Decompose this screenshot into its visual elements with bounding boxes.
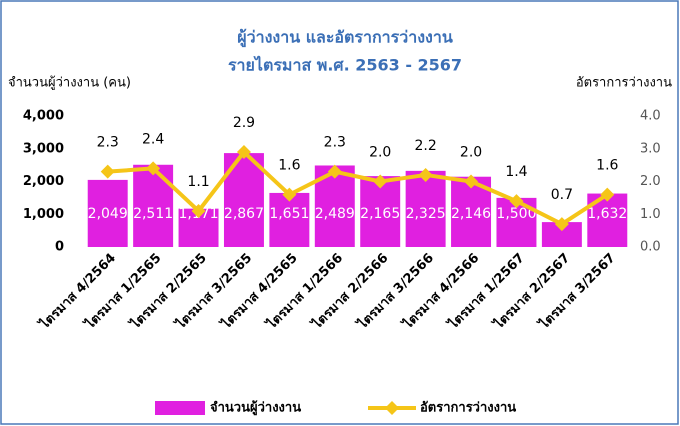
- line-marker: [191, 203, 206, 218]
- line-value-label: 1.1: [187, 174, 209, 190]
- line-value-label: 2.3: [97, 135, 119, 151]
- bar-value-label: 2,489: [315, 206, 355, 222]
- y-tick-label: 3,000: [23, 141, 64, 156]
- line-value-label: 2.0: [369, 145, 391, 161]
- line-marker: [282, 187, 297, 202]
- bar: [405, 170, 446, 247]
- legend-label: จำนวนผู้ว่างงาน: [210, 400, 301, 416]
- y2-tick-label: 2.0: [640, 174, 661, 189]
- line-marker: [236, 145, 251, 160]
- line-marker: [600, 187, 615, 202]
- bar-value-label: 1,500: [496, 206, 536, 222]
- line-marker: [464, 174, 479, 189]
- y-tick-label: 1,000: [23, 207, 64, 222]
- line-marker: [509, 194, 524, 209]
- bar-value-label: 2,511: [133, 206, 173, 222]
- line-value-label: 0.7: [551, 187, 573, 203]
- y-axis-label: จำนวนผู้ว่างงาน (คน): [8, 76, 131, 91]
- line-marker: [327, 164, 342, 179]
- line: [107, 150, 609, 227]
- legend-label: อัตราการว่างงาน: [420, 401, 516, 416]
- y2-axis-label: อัตราการว่างงาน: [576, 76, 672, 91]
- line-marker: [146, 161, 161, 176]
- legend-swatch: [155, 401, 205, 415]
- line-value-label: 2.0: [460, 145, 482, 161]
- bar-value-label: 2,049: [88, 206, 128, 222]
- y2-tick-label: 0.0: [640, 240, 661, 255]
- legend-marker: [385, 401, 399, 415]
- bar-value-label: 1,632: [587, 206, 627, 222]
- line-value-label: 2.3: [324, 135, 346, 151]
- bar: [269, 192, 310, 247]
- chart-title: ผู้ว่างงาน และอัตราการว่างงาน: [237, 28, 453, 49]
- y-tick-label: 4,000: [23, 109, 64, 124]
- line-value-label: 2.2: [414, 138, 436, 154]
- line-marker: [554, 217, 569, 232]
- line-value-label: 1.4: [505, 164, 527, 180]
- bar-value-label: 1,651: [269, 206, 309, 222]
- y2-tick-label: 3.0: [640, 141, 661, 156]
- line-value-label: 2.4: [142, 131, 164, 147]
- bar: [87, 179, 128, 247]
- bar-value-label: 2,165: [360, 206, 400, 222]
- y-tick-label: 2,000: [23, 174, 64, 189]
- bar-value-label: 2,867: [224, 206, 264, 222]
- line-value-label: 2.9: [233, 115, 255, 131]
- y-tick-label: 0: [55, 240, 64, 255]
- line-marker: [373, 174, 388, 189]
- line-marker: [100, 164, 115, 179]
- bar-value-label: 2,146: [451, 206, 491, 222]
- line-marker: [418, 167, 433, 182]
- bar-value-label: 2,325: [406, 206, 446, 222]
- y2-tick-label: 1.0: [640, 207, 661, 222]
- y2-tick-label: 4.0: [640, 109, 661, 124]
- line-value-label: 1.6: [596, 158, 618, 174]
- line-value-label: 1.6: [278, 158, 300, 174]
- chart-subtitle: รายไตรมาส พ.ศ. 2563 - 2567: [228, 56, 462, 75]
